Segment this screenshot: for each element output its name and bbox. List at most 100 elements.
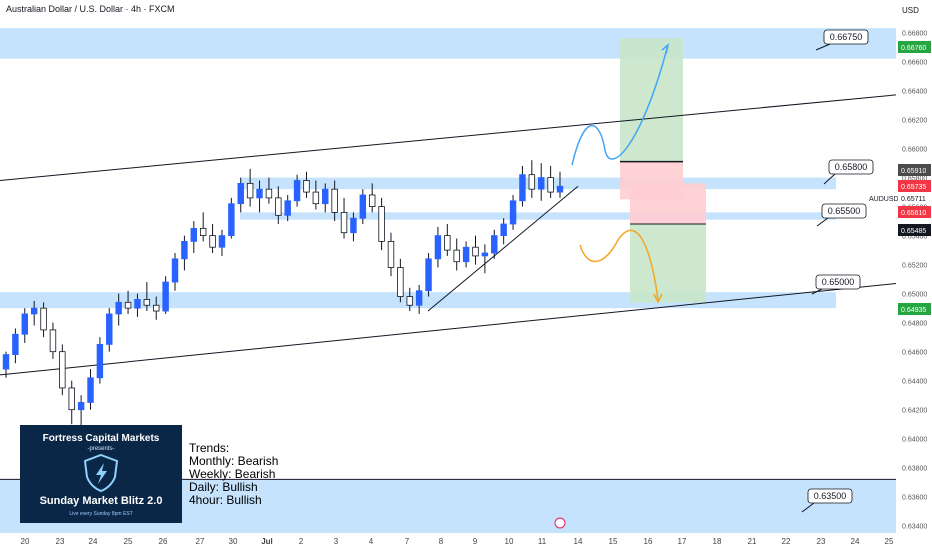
candle-body [444, 235, 451, 251]
price-tag-bg [898, 224, 931, 236]
trend-daily: Daily: Bullish [189, 480, 258, 494]
candle-body [143, 299, 151, 306]
price-tag-0.65610: 0.65610 [901, 210, 926, 217]
callout-box [821, 203, 867, 219]
candle-body [472, 246, 479, 257]
y-tick-label: 0.64800 [902, 321, 927, 328]
price-tag-0.65485: 0.65485 [901, 228, 926, 235]
channel-upper-line [0, 94, 897, 181]
candle-body [462, 246, 470, 263]
y-tick-label: 0.64600 [902, 350, 927, 357]
y-tick-label: 0.66400 [902, 89, 927, 96]
time-axis[interactable]: 20 23 24 25 26 27 30 Jul 2 3 4 7 8 9 10 11 14 15 16 17 18 21 2… [0, 517, 896, 550]
candle-body [199, 227, 207, 237]
candle-body [21, 313, 28, 335]
y-tick-label: 0.63600 [902, 495, 927, 502]
candlestick-series [2, 160, 564, 439]
y-tick-label: 0.66200 [902, 118, 927, 125]
x-tick-label: 25 [124, 537, 133, 546]
x-tick-label: 17 [678, 537, 687, 546]
x-tick-label: 2 [299, 537, 304, 546]
candle-body [303, 180, 310, 193]
zone-0.65500 [240, 212, 836, 220]
y-tick-label: 0.64200 [902, 408, 927, 415]
y-tick-label: 0.64000 [902, 437, 927, 444]
x-tick-label: 22 [782, 537, 791, 546]
zone-labels: 0.66750 0.65800 0.65500 0.65000 0.63500 [801, 29, 874, 513]
price-tag-0.66760: 0.66760 [901, 45, 926, 52]
y-tick-label: 0.65400 [902, 234, 927, 241]
candle-body [491, 235, 498, 254]
price-tag-bg [898, 41, 931, 53]
projected-paths [571, 43, 670, 304]
candle-body [77, 402, 85, 411]
x-tick-label: 26 [159, 537, 168, 546]
callout-box [807, 488, 853, 504]
candle-body [538, 177, 545, 190]
x-tick-label: 7 [405, 537, 410, 546]
x-tick-label: 24 [89, 537, 98, 546]
y-tick-label: 0.64400 [902, 379, 927, 386]
candle-body [124, 301, 132, 309]
candle-body [171, 258, 179, 283]
candle-body [359, 194, 367, 219]
price-axis[interactable]: 0.66800 0.66600 0.66400 0.66200 0.66000 0.658… [869, 0, 932, 550]
price-tag-0.65735: 0.65735 [901, 184, 926, 191]
y-tick-label: 0.63800 [902, 466, 927, 473]
candle-body [181, 241, 188, 260]
y-tick-label: 0.66000 [902, 147, 927, 154]
y-tick-label: 0.65000 [902, 292, 927, 299]
bullish-path [571, 44, 669, 166]
trends-panel: Trends: Monthly: Bearish Weekly: Bearish… [189, 442, 278, 507]
candle-body [387, 241, 395, 268]
event-icon[interactable] [554, 517, 566, 529]
shield-icon [83, 453, 119, 493]
x-tick-label: 16 [644, 537, 653, 546]
trend-weekly: Weekly: Bearish [189, 467, 276, 481]
callout-box [823, 29, 869, 45]
x-tick-label: 14 [574, 537, 583, 546]
candle-body [246, 182, 254, 199]
candle-body [134, 299, 141, 309]
candle-body [106, 313, 113, 345]
candle-body [312, 191, 320, 205]
x-tick-label: Jul [261, 537, 273, 546]
time-axis-bg [0, 533, 896, 550]
banner-company: Fortress Capital Markets [42, 433, 160, 444]
x-tick-label: 18 [713, 537, 722, 546]
y-tick-label: 0.66800 [902, 31, 927, 38]
callout-line [811, 288, 823, 295]
zone-label-0.65500: 0.65500 [828, 206, 861, 216]
callout-line [815, 43, 831, 51]
candle-body [415, 290, 423, 306]
x-tick-label: 23 [56, 537, 65, 546]
candle-body [331, 188, 338, 213]
banner-presents: -presents- [87, 446, 115, 452]
chart-title: Australian Dollar / U.S. Dollar · 4h · F… [6, 4, 175, 14]
y-tick-label: 0.63400 [902, 524, 927, 531]
candle-body [237, 182, 244, 205]
price-tag-0.64935: 0.64935 [901, 307, 926, 314]
promo-banner: Fortress Capital Markets -presents- Sund… [20, 425, 182, 523]
x-tick-label: 20 [21, 537, 30, 546]
candle-body [547, 177, 554, 193]
candle-body [481, 252, 489, 257]
bearish-path [579, 229, 659, 301]
zone-label-0.66750: 0.66750 [830, 32, 863, 42]
candle-body [434, 235, 442, 260]
x-tick-label: 3 [334, 537, 339, 546]
zone-0.66750 [0, 28, 896, 59]
candle-body [30, 307, 38, 315]
zone-0.65800 [240, 177, 836, 190]
candle-body [350, 217, 357, 234]
x-tick-label: 9 [473, 537, 478, 546]
callout-box [815, 274, 861, 290]
x-tick-label: 25 [885, 537, 894, 546]
candle-body [322, 188, 329, 205]
candle-body [528, 174, 536, 190]
callout-line [816, 217, 829, 227]
price-axis-bg [896, 0, 932, 550]
trend-channel [0, 94, 897, 376]
candle-body [368, 194, 376, 207]
candle-body [256, 188, 263, 199]
